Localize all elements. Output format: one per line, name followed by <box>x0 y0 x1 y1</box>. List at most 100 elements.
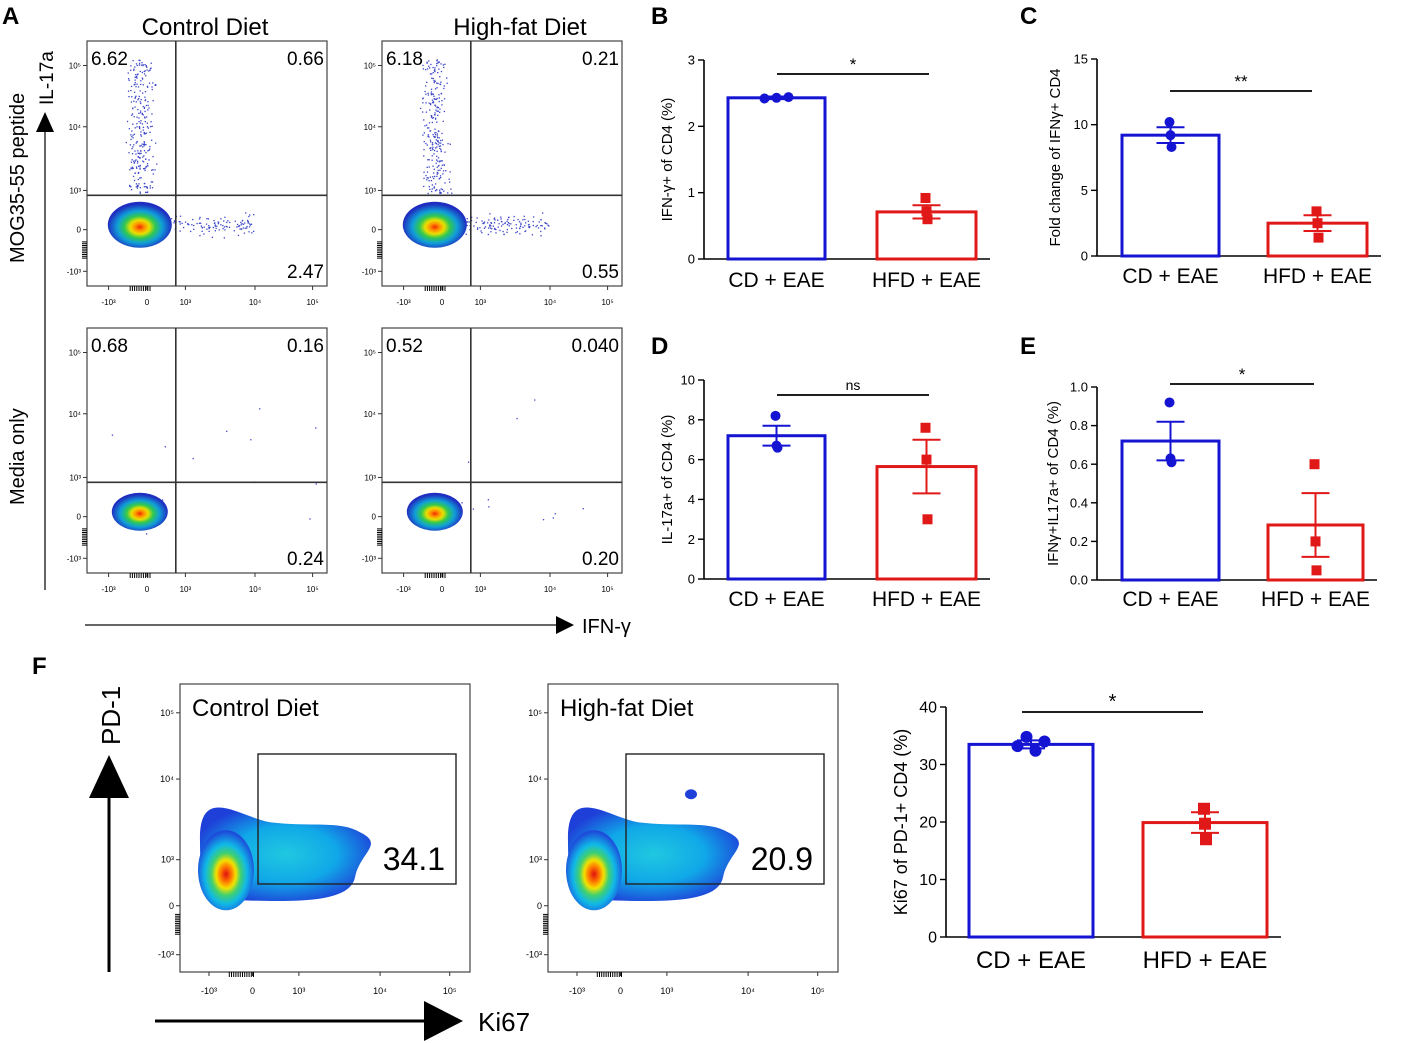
y-tick-label: 0 <box>77 226 82 235</box>
quadrant-value-lr: 0.20 <box>582 549 619 570</box>
x-tick-label: 10⁵ <box>811 986 825 996</box>
data-point-hfd <box>1310 536 1321 547</box>
y-tick-label: 10⁴ <box>528 774 542 784</box>
y-tick-label: 30 <box>919 757 937 774</box>
ki67-gate <box>625 753 825 885</box>
cell-population <box>107 201 172 248</box>
x-tick-label: 10³ <box>292 986 305 996</box>
data-point-hfd <box>1198 802 1210 815</box>
y-tick-label: 10⁴ <box>69 123 82 132</box>
row-title-mog: MOG35-55 peptide <box>7 93 29 263</box>
y-tick-label: 0 <box>372 226 377 235</box>
flow-plot-mog-hfd: 6.18 0.21 0.55 10⁵ 10⁴ 10³ 0 -10³ -10³ 0 10³ 10⁴ 10⁵ <box>362 40 623 307</box>
flow-plot-f-control: 34.1 Control Diet 10⁵ 10⁴ 10³ 0 -10³ -10³ 0 10³ 10… <box>158 683 471 996</box>
flow-plot-frame <box>381 40 623 287</box>
x-tick-label: 10⁵ <box>306 298 318 307</box>
data-point-hfd <box>1199 817 1211 830</box>
data-point-hfd <box>1311 565 1322 576</box>
x-tick-label: 10⁵ <box>601 298 613 307</box>
category-label: CD + EAE <box>976 947 1086 974</box>
bar-hfd <box>1141 821 1269 939</box>
bar-cd <box>967 742 1095 939</box>
category-label: HFD + EAE <box>1261 588 1370 611</box>
bar-chart-c: 0 5 10 15 Fold change of IFNγ+ CD4 CD + EAE HF… <box>1047 52 1381 288</box>
y-tick-label: 0.4 <box>1070 495 1088 510</box>
data-point-cd <box>1165 130 1176 141</box>
cell-population <box>111 492 168 531</box>
flow-plot-media-control: 0.68 0.16 0.24 10⁵ 10⁴ 10³ 0 -10³ -10³ 0 10³ 10⁴ 10⁵ <box>67 327 328 594</box>
panel-letter-e: E <box>1020 333 1036 360</box>
y-tick-label: 10 <box>681 373 695 388</box>
outlier-cluster <box>685 789 697 800</box>
pd1-label: PD-1 <box>96 686 126 745</box>
quadrant-value-lr: 0.55 <box>582 262 619 283</box>
x-tick-label: 0 <box>440 298 445 307</box>
x-tick-label: 10³ <box>180 298 192 307</box>
data-point-hfd <box>922 514 933 525</box>
y-axis-label: Ki67 of PD-1+ CD4 (%) <box>891 729 911 916</box>
y-tick-label: 6 <box>688 452 695 467</box>
x-tick-label: 0 <box>618 986 623 996</box>
x-tick-label: 10³ <box>180 585 192 594</box>
y-tick-label: 10³ <box>69 186 81 195</box>
x-tick-label: 10⁵ <box>601 585 613 594</box>
bar-cd <box>1120 133 1221 258</box>
data-point-cd <box>1011 740 1024 753</box>
data-point-hfd <box>1200 833 1212 846</box>
data-point-hfd <box>1312 218 1323 229</box>
x-tick-label: -10³ <box>396 298 411 307</box>
data-point-cd <box>1164 397 1175 408</box>
bar-chart-e: 0.0 0.2 0.4 0.6 0.8 1.0 IFNγ+IL17a+ of CD4 (%)… <box>1045 365 1377 611</box>
data-point-cd <box>770 410 781 421</box>
x-tick-label: 10⁴ <box>373 986 387 996</box>
y-tick-label: 10⁴ <box>160 774 174 784</box>
y-tick-label: -10³ <box>362 267 377 276</box>
ki67-gate <box>257 753 457 885</box>
y-tick-label: 0 <box>688 572 695 587</box>
category-label: CD + EAE <box>728 588 824 611</box>
y-tick-label: 10 <box>1074 117 1088 132</box>
quadrant-value-ur: 0.16 <box>287 336 324 357</box>
y-axis-label: Fold change of IFNγ+ CD4 <box>1047 68 1064 246</box>
panel-letter-a: A <box>2 3 19 30</box>
x-tick-label: -10³ <box>101 585 116 594</box>
x-tick-label: 10³ <box>475 585 487 594</box>
flow-plot-frame <box>86 327 328 574</box>
x-marker-arrow-head <box>556 616 574 634</box>
y-tick-label: 10⁵ <box>69 62 81 71</box>
category-label: HFD + EAE <box>872 269 981 292</box>
y-tick-label: 0 <box>688 252 695 267</box>
y-tick-label: 10³ <box>364 186 376 195</box>
significance-label: ns <box>846 377 861 393</box>
col-title-hfd: High-fat Diet <box>453 14 587 41</box>
data-point-hfd <box>920 422 931 433</box>
quadrant-value-ul: 0.68 <box>91 336 128 357</box>
quadrant-value-ur: 0.66 <box>287 49 324 70</box>
event-dots <box>120 59 255 245</box>
flow-plot-mog-control: 6.62 0.66 2.47 10⁵ 10⁴ 10³ 0 -10³ -10³ 0 10³ 10⁴ 10⁵ <box>67 40 328 307</box>
y-tick-label: 10⁵ <box>364 62 376 71</box>
significance-label: * <box>1109 691 1117 713</box>
cell-population-core <box>198 830 254 911</box>
quadrant-value-lr: 0.24 <box>287 549 324 570</box>
cell-population <box>406 492 463 531</box>
y-tick-label: 15 <box>1074 52 1088 67</box>
x-tick-label: 10³ <box>475 298 487 307</box>
data-point-hfd <box>1309 459 1320 470</box>
flow-plot-title: High-fat Diet <box>560 695 694 722</box>
gate-percentage: 34.1 <box>383 841 445 877</box>
y-tick-label: 0 <box>537 901 542 911</box>
y-tick-label: 2 <box>688 119 695 134</box>
x-tick-label: -10³ <box>201 986 217 996</box>
y-tick-label: 0.8 <box>1070 418 1088 433</box>
y-tick-label: 10⁵ <box>69 349 81 358</box>
panel-letter-f: F <box>32 653 47 680</box>
y-tick-label: 0 <box>169 901 174 911</box>
y-tick-label: -10³ <box>526 950 542 960</box>
y-tick-label: 1.0 <box>1070 380 1088 395</box>
flow-plot-f-hfd: 20.9 High-fat Diet 10⁵ 10⁴ 10³ 0 -10³ -10³ 0 10³ 1… <box>526 683 839 996</box>
x-tick-label: 10⁵ <box>306 585 318 594</box>
panel-letter-d: D <box>651 333 668 360</box>
y-tick-label: 20 <box>919 815 937 832</box>
